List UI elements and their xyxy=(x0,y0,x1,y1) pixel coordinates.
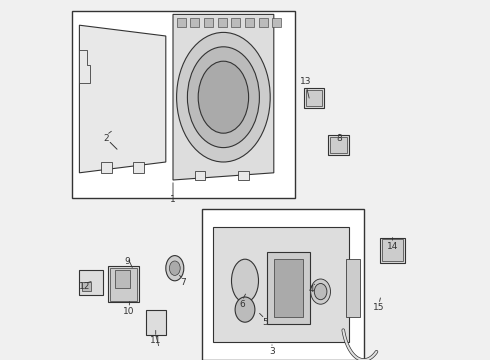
Text: 14: 14 xyxy=(387,242,398,251)
Ellipse shape xyxy=(187,47,259,148)
Polygon shape xyxy=(79,50,90,83)
Bar xyxy=(133,162,144,173)
Bar xyxy=(306,90,322,106)
Ellipse shape xyxy=(170,261,180,275)
Bar xyxy=(380,238,405,263)
Ellipse shape xyxy=(176,32,270,162)
Bar xyxy=(101,162,112,173)
Text: 10: 10 xyxy=(123,307,135,316)
Bar xyxy=(72,11,295,198)
Bar xyxy=(382,239,403,261)
Text: 13: 13 xyxy=(300,77,312,86)
Bar xyxy=(272,18,281,27)
Bar xyxy=(202,209,364,360)
Text: 7: 7 xyxy=(180,278,186,287)
Bar xyxy=(204,18,213,27)
Text: 5: 5 xyxy=(262,318,268,327)
Bar xyxy=(190,18,199,27)
Ellipse shape xyxy=(235,297,255,322)
Bar xyxy=(82,282,91,291)
Text: 2: 2 xyxy=(103,134,109,143)
Ellipse shape xyxy=(198,61,248,133)
Text: 3: 3 xyxy=(269,346,275,356)
Bar xyxy=(304,88,324,108)
Bar xyxy=(108,266,139,302)
Text: 12: 12 xyxy=(79,282,91,291)
Bar xyxy=(267,252,310,324)
Ellipse shape xyxy=(314,284,327,300)
Ellipse shape xyxy=(166,256,184,281)
Polygon shape xyxy=(213,227,349,342)
Bar xyxy=(274,259,303,317)
Bar xyxy=(146,310,166,335)
Bar xyxy=(346,259,360,317)
Ellipse shape xyxy=(231,259,259,302)
Bar xyxy=(195,171,205,180)
Text: 15: 15 xyxy=(373,303,385,312)
Text: 9: 9 xyxy=(125,256,130,266)
Polygon shape xyxy=(173,14,274,180)
Polygon shape xyxy=(79,25,166,173)
Text: 1: 1 xyxy=(170,195,176,204)
Bar xyxy=(110,268,137,301)
Bar xyxy=(245,18,254,27)
Bar xyxy=(79,270,103,295)
Bar xyxy=(328,135,349,155)
Bar xyxy=(330,137,347,153)
Text: 8: 8 xyxy=(337,134,342,143)
Bar xyxy=(259,18,268,27)
Bar xyxy=(218,18,227,27)
Bar xyxy=(238,171,248,180)
Text: 6: 6 xyxy=(239,300,245,309)
Text: 4: 4 xyxy=(309,285,315,294)
Text: 11: 11 xyxy=(150,336,162,345)
Ellipse shape xyxy=(311,279,330,304)
Bar xyxy=(176,18,186,27)
Bar xyxy=(116,270,130,288)
Bar xyxy=(231,18,240,27)
